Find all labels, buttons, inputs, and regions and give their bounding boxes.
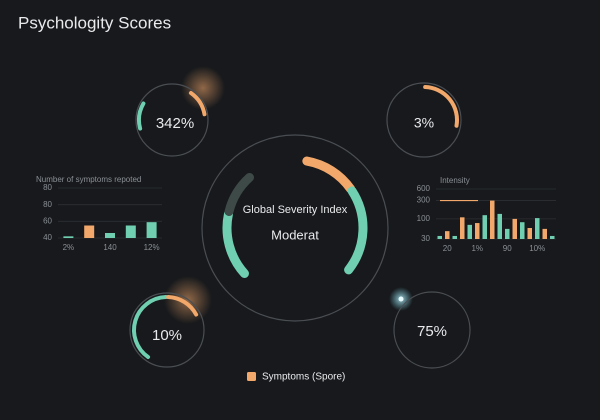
y-tick-label: 80 xyxy=(43,200,52,209)
gauge-ring xyxy=(386,82,462,158)
gauge-label: 342% xyxy=(156,115,194,132)
y-tick-label: 30 xyxy=(421,234,430,243)
y-tick-label: 80 xyxy=(43,183,52,192)
gauge-ring xyxy=(135,83,209,157)
gauge-ring xyxy=(129,292,205,368)
bar xyxy=(146,222,157,238)
bar xyxy=(105,233,115,238)
gauge-arc xyxy=(188,90,207,117)
gauge-arc xyxy=(423,85,459,128)
gauge-label: 10% xyxy=(152,327,182,344)
x-tick-label: 90 xyxy=(503,244,512,253)
bar xyxy=(512,218,517,239)
gauge-arc xyxy=(132,295,168,360)
gauge-label: 75% xyxy=(417,323,447,340)
bar xyxy=(445,231,450,239)
bar xyxy=(520,222,525,239)
bar xyxy=(452,235,457,239)
chart-title: Number of symptoms repoted xyxy=(36,175,141,184)
center-title: Global Severity Index xyxy=(243,204,348,216)
x-tick-label: 1% xyxy=(471,244,483,253)
gauge-dot xyxy=(398,296,404,302)
bar xyxy=(497,213,502,239)
bar xyxy=(527,227,532,239)
y-tick-label: 300 xyxy=(417,196,431,205)
bar xyxy=(535,218,540,239)
bar xyxy=(505,228,510,239)
x-tick-label: 12% xyxy=(144,243,160,252)
y-tick-label: 100 xyxy=(417,214,431,223)
x-tick-label: 10% xyxy=(529,244,545,253)
center-ring xyxy=(201,134,389,322)
bar xyxy=(475,223,480,239)
bar xyxy=(460,217,465,239)
bar xyxy=(490,200,495,239)
bar xyxy=(550,235,555,239)
bar xyxy=(125,225,136,238)
bar xyxy=(63,236,74,238)
bar xyxy=(437,235,442,239)
bar xyxy=(542,228,547,239)
gauge-label: 3% xyxy=(414,115,434,131)
chart-title: Intensity xyxy=(440,176,470,185)
legend-label: Symptoms (Spore) xyxy=(262,372,345,383)
gauge-ring xyxy=(393,291,471,369)
y-tick-label: 40 xyxy=(43,233,52,242)
gauge-arc xyxy=(166,295,199,317)
y-tick-label: 600 xyxy=(417,184,431,193)
y-tick-label: 60 xyxy=(43,216,52,225)
gauge-arc xyxy=(224,172,254,217)
gauge-arc xyxy=(344,186,368,275)
bar xyxy=(467,224,472,239)
gauge-arc xyxy=(137,101,146,131)
legend-swatch xyxy=(247,372,256,381)
glow xyxy=(181,66,225,110)
center-label: Moderat xyxy=(271,227,319,242)
page-title: Psychologity Scores xyxy=(18,13,171,32)
bar xyxy=(84,225,95,238)
x-tick-label: 20 xyxy=(443,244,452,253)
gauge-arc xyxy=(222,209,249,279)
gauge-arc xyxy=(302,156,356,194)
x-tick-label: 140 xyxy=(103,243,117,252)
x-tick-label: 2% xyxy=(63,243,75,252)
bar xyxy=(482,215,487,239)
